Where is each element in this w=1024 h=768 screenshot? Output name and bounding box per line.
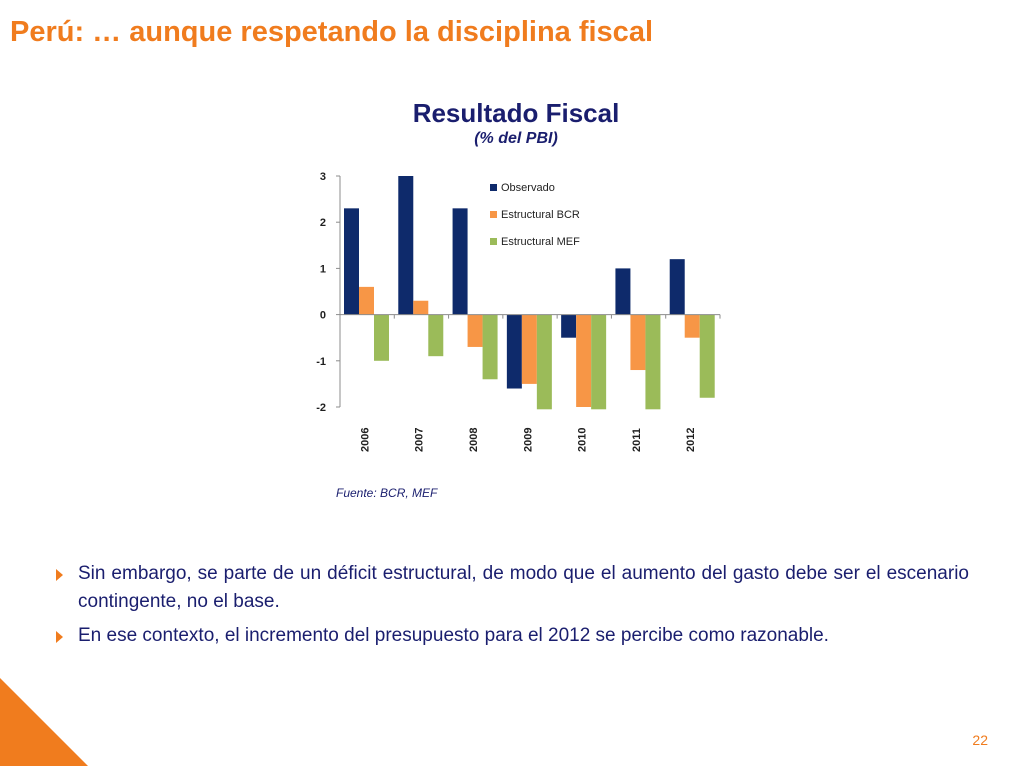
bar	[482, 314, 498, 380]
legend-label: Estructural BCR	[501, 209, 580, 221]
legend-label: Estructural MEF	[501, 236, 580, 248]
bar	[344, 208, 359, 315]
legend-swatch	[490, 184, 497, 191]
bar	[576, 314, 592, 407]
bullet-text: En ese contexto, el incremento del presu…	[78, 625, 829, 646]
bar	[374, 314, 389, 361]
corner-decoration	[0, 678, 88, 766]
bar	[428, 314, 444, 357]
legend-label: Observado	[501, 182, 555, 194]
slide-title: Perú: … aunque respetando la disciplina …	[10, 16, 653, 48]
x-tick-label: 2012	[685, 428, 697, 452]
bar	[699, 314, 715, 398]
chart-subtitle: (% del PBI)	[474, 130, 558, 147]
legend-swatch	[490, 211, 497, 218]
chart-source-note: Fuente: BCR, MEF	[336, 486, 438, 500]
bullet-text: Sin embargo, se parte de un déficit estr…	[78, 563, 969, 612]
x-tick-label: 2006	[359, 428, 371, 452]
chart-title: Resultado Fiscal	[412, 98, 620, 128]
bullet-item: En ese contexto, el incremento del presu…	[54, 622, 969, 650]
y-tick-label: 1	[320, 263, 326, 275]
legend-swatch	[490, 238, 497, 245]
bar	[413, 300, 429, 315]
bar	[467, 314, 483, 347]
bar	[359, 286, 374, 315]
bar	[645, 314, 661, 410]
x-tick-label: 2009	[522, 428, 534, 452]
bullet-arrow-icon	[56, 569, 63, 581]
y-tick-label: 3	[320, 171, 326, 183]
x-tick-label: 2008	[468, 428, 480, 452]
bullet-item: Sin embargo, se parte de un déficit estr…	[54, 560, 969, 616]
bar	[669, 259, 685, 315]
y-tick-label: -1	[316, 356, 326, 368]
bullet-list: Sin embargo, se parte de un déficit estr…	[54, 560, 969, 656]
bullet-arrow-icon	[56, 631, 63, 643]
bar	[561, 314, 577, 338]
bar	[398, 176, 414, 315]
y-tick-label: 2	[320, 217, 326, 229]
y-tick-label: -2	[316, 402, 326, 414]
bar	[452, 208, 468, 315]
bar	[536, 314, 552, 410]
bar	[630, 314, 646, 371]
bar	[506, 314, 522, 389]
page-number: 22	[972, 732, 988, 748]
x-tick-label: 2011	[631, 428, 643, 452]
x-tick-label: 2010	[577, 428, 589, 452]
bar	[521, 314, 537, 384]
x-tick-label: 2007	[414, 428, 426, 452]
bar	[615, 268, 631, 315]
bar	[684, 314, 700, 338]
y-tick-label: 0	[320, 310, 326, 322]
bar	[591, 314, 607, 410]
